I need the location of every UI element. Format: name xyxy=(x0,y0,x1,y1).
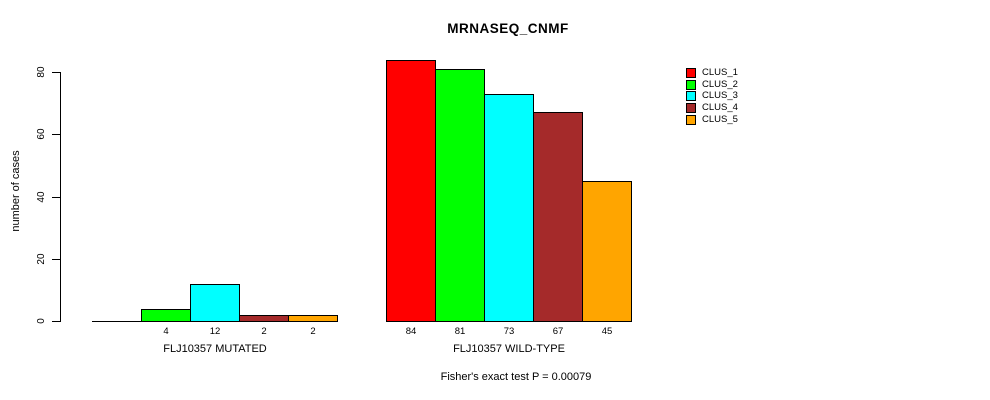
legend-label-clus_4: CLUS_4 xyxy=(702,102,738,113)
bar-clus_4-group1 xyxy=(239,315,289,322)
bar-clus_3-group1 xyxy=(190,284,240,322)
bar-value-label: 12 xyxy=(209,326,221,337)
bar-clus_5-group2 xyxy=(582,181,632,322)
bar-value-label: 73 xyxy=(503,326,515,337)
bar-clus_4-group2 xyxy=(533,112,583,322)
bar-clus_3-group2 xyxy=(484,94,534,322)
legend-swatch-clus_1 xyxy=(686,68,696,78)
x-group-label: FLJ10357 MUTATED xyxy=(163,343,267,355)
bar-value-label: 67 xyxy=(552,326,564,337)
bar-clus_1-group2 xyxy=(386,60,436,322)
legend-label-clus_3: CLUS_3 xyxy=(702,90,738,101)
bar-value-label: 2 xyxy=(310,326,316,337)
bar-clus_2-group2 xyxy=(435,69,485,322)
bar-value-label: 81 xyxy=(454,326,466,337)
legend: CLUS_1 CLUS_2 CLUS_3 CLUS_4 CLUS_5 xyxy=(686,67,816,130)
legend-swatch-clus_4 xyxy=(686,103,696,113)
y-axis-tick xyxy=(52,321,60,322)
x-group-label: FLJ10357 WILD-TYPE xyxy=(453,343,565,355)
y-axis-tick xyxy=(52,72,60,73)
bar-clus_5-group1 xyxy=(288,315,338,322)
bar-value-label: 4 xyxy=(163,326,169,337)
y-axis-tick xyxy=(52,197,60,198)
y-axis-tick-label: 80 xyxy=(36,66,47,78)
y-axis-tick xyxy=(52,259,60,260)
legend-label-clus_1: CLUS_1 xyxy=(702,67,738,78)
bar-clus_2-group1 xyxy=(141,309,191,322)
y-axis-tick-label: 60 xyxy=(36,128,47,140)
legend-swatch-clus_5 xyxy=(686,115,696,125)
bar-value-label: 2 xyxy=(261,326,267,337)
legend-swatch-clus_3 xyxy=(686,91,696,101)
y-axis-tick xyxy=(52,134,60,135)
legend-label-clus_2: CLUS_2 xyxy=(702,79,738,90)
y-axis-tick-label: 20 xyxy=(36,253,47,265)
legend-label-clus_5: CLUS_5 xyxy=(702,114,738,125)
chart-title: MRNASEQ_CNMF xyxy=(447,21,569,36)
legend-swatch-clus_2 xyxy=(686,80,696,90)
bar-value-label: 45 xyxy=(601,326,613,337)
bar-value-label: 84 xyxy=(405,326,417,337)
y-axis-tick-label: 40 xyxy=(36,191,47,203)
y-axis-tick-label: 0 xyxy=(36,318,47,324)
y-axis-line xyxy=(60,72,61,322)
fisher-test-note: Fisher's exact test P = 0.00079 xyxy=(440,371,592,383)
